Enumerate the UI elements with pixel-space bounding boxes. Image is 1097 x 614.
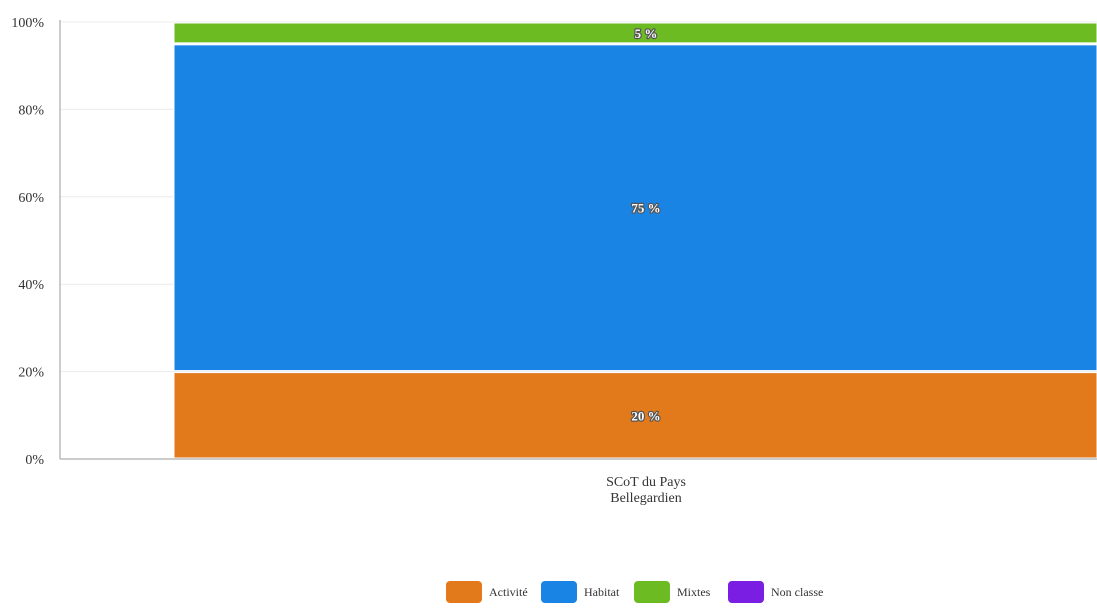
y-tick-label: 100% [11,16,44,31]
y-tick-label: 40% [18,278,44,293]
legend-label: Non classe [771,585,823,599]
data-label-mixtes: 5 % [635,26,658,41]
bar-segment-activit- [173,372,1097,459]
legend-item-habitat[interactable]: Habitat [541,581,620,603]
legend-swatch [541,581,577,603]
y-tick-label: 80% [18,103,44,118]
legend-swatch [728,581,764,603]
legend-swatch [446,581,482,603]
axes: 0% 20% 40% 60% 80% 100% SCoT du Pays Bellegardi… [11,16,1097,506]
legend: Activité Habitat Mixtes Non classe [446,581,823,603]
data-labels: 20 % 75 % 5 % [630,25,662,425]
bar-segment-mixtes [173,22,1097,44]
data-label-activit-: 20 % [631,408,660,423]
legend-label: Mixtes [677,585,711,599]
legend-label: Activité [489,585,528,599]
bars [173,22,1097,459]
legend-item-activit-[interactable]: Activité [446,581,528,603]
legend-item-non-classe[interactable]: Non classe [728,581,823,603]
y-tick-label: 60% [18,191,44,206]
y-tick-label: 20% [18,366,44,381]
x-category-label: SCoT du Pays Bellegardien [606,475,686,506]
bar-segment-habitat [173,44,1097,372]
legend-label: Habitat [584,585,620,599]
data-label-habitat: 75 % [631,201,660,216]
y-tick-label: 0% [25,453,44,468]
legend-swatch [634,581,670,603]
legend-item-mixtes[interactable]: Mixtes [634,581,711,603]
